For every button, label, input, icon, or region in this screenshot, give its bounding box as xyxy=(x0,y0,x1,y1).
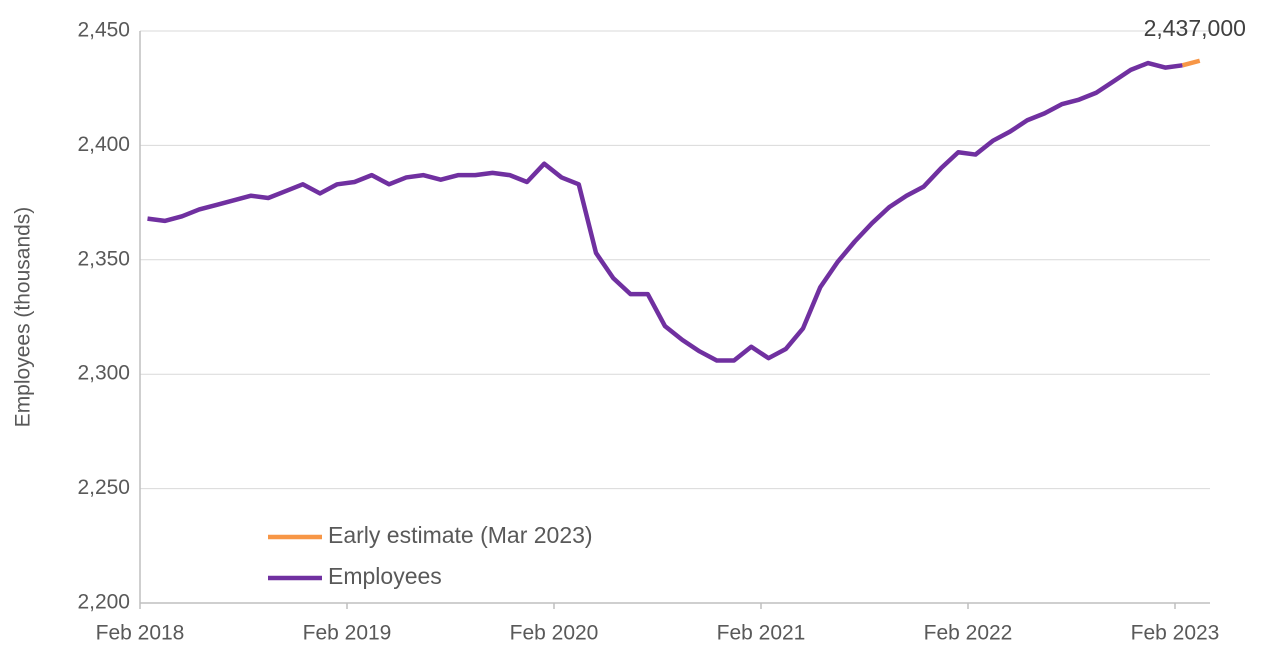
x-tick-label: Feb 2018 xyxy=(96,622,185,645)
data-label: 2,437,000 xyxy=(1144,15,1246,41)
x-tick-label: Feb 2020 xyxy=(510,622,599,645)
series-line xyxy=(1181,58,1201,68)
y-tick-label: 2,250 xyxy=(77,476,130,499)
y-tick-label: 2,450 xyxy=(77,19,130,42)
x-tick-label: Feb 2021 xyxy=(717,622,806,645)
y-tick-label: 2,300 xyxy=(77,362,130,385)
x-tick-label: Feb 2023 xyxy=(1131,622,1220,645)
legend-label: Early estimate (Mar 2023) xyxy=(328,522,593,548)
y-tick-label: 2,200 xyxy=(77,591,130,614)
y-tick-label: 2,400 xyxy=(77,133,130,156)
legend-label: Employees xyxy=(328,563,442,589)
x-tick-label: Feb 2022 xyxy=(924,622,1013,645)
series-line xyxy=(147,60,1183,363)
y-tick-label: 2,350 xyxy=(77,247,130,270)
x-tick-label: Feb 2019 xyxy=(303,622,392,645)
y-axis-label: Employees (thousands) xyxy=(12,207,35,428)
